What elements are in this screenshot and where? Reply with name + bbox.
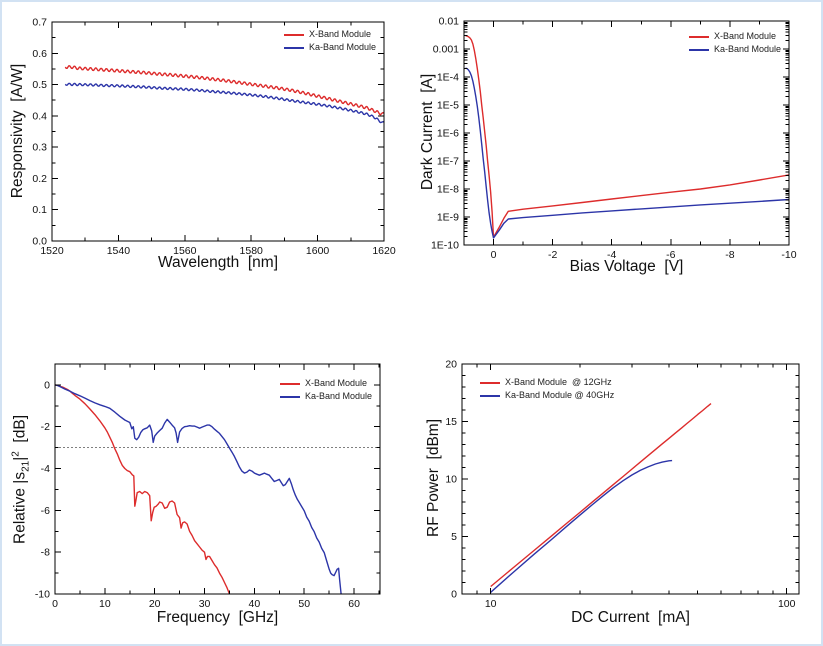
legend-line-swatch bbox=[279, 382, 300, 385]
responsivity-plot: 1520 1540 1560 1580 1600 1620 0.0 0.1 0.2 0.3 0.4 0… bbox=[32, 17, 396, 258]
svg-text:-8: -8 bbox=[41, 547, 50, 559]
svg-text:-10: -10 bbox=[781, 249, 796, 261]
svg-text:10: 10 bbox=[485, 598, 497, 610]
svg-text:1E-10: 1E-10 bbox=[431, 240, 459, 252]
legend-line-swatch bbox=[480, 381, 500, 384]
svg-text:20: 20 bbox=[149, 598, 161, 610]
panel-s21-response: Frequency [GHz] Relative |s21|2 [dB] 0 10… bbox=[2, 325, 413, 644]
legend-entry: Ka-Band Module bbox=[688, 44, 781, 55]
legend-label: X-Band Module bbox=[308, 29, 371, 39]
svg-text:0.6: 0.6 bbox=[32, 48, 47, 60]
svg-text:0.0: 0.0 bbox=[32, 236, 47, 248]
dark-current-x-axis-label: Bias Voltage [V] bbox=[569, 258, 684, 275]
svg-text:0.1: 0.1 bbox=[32, 204, 47, 216]
svg-text:0.01: 0.01 bbox=[439, 16, 460, 28]
svg-text:1580: 1580 bbox=[240, 245, 264, 257]
svg-text:-2: -2 bbox=[548, 249, 557, 261]
svg-text:1620: 1620 bbox=[372, 245, 396, 257]
legend-line-swatch bbox=[480, 394, 500, 397]
legend-entry: Ka-Band Module @ 40GHz bbox=[480, 390, 614, 401]
svg-text:-4: -4 bbox=[607, 249, 616, 261]
svg-text:0.3: 0.3 bbox=[32, 142, 47, 154]
svg-text:-6: -6 bbox=[666, 249, 675, 261]
svg-text:0.2: 0.2 bbox=[32, 173, 47, 185]
dark-current-plot: 0 -2 -4 -6 -8 -10 0.01 0.001 1E-4 1E-5 1E-6 1E-7 1E-… bbox=[431, 16, 797, 262]
svg-text:-6: -6 bbox=[41, 505, 50, 517]
legend-line-swatch bbox=[283, 33, 304, 36]
s21-x-axis-label: Frequency [GHz] bbox=[156, 609, 279, 626]
svg-text:0.7: 0.7 bbox=[32, 17, 47, 29]
svg-text:1E-4: 1E-4 bbox=[437, 72, 459, 84]
legend-entry: X-Band Module @ 12GHz bbox=[480, 377, 614, 388]
svg-text:1540: 1540 bbox=[107, 245, 131, 257]
svg-text:0: 0 bbox=[44, 379, 50, 391]
legend-entry: X-Band Module bbox=[688, 31, 781, 42]
svg-text:0.5: 0.5 bbox=[32, 79, 47, 91]
legend-line-swatch bbox=[688, 35, 709, 38]
svg-text:-8: -8 bbox=[725, 249, 734, 261]
svg-text:1520: 1520 bbox=[40, 245, 64, 257]
legend-entry: Ka-Band Module bbox=[283, 42, 376, 53]
svg-text:15: 15 bbox=[445, 416, 457, 428]
svg-text:0.001: 0.001 bbox=[433, 44, 459, 56]
legend-line-swatch bbox=[283, 46, 304, 49]
panel-dark-current: Bias Voltage [V] Dark Current [A] 0 -2 -4-… bbox=[414, 2, 821, 325]
legend-label: X-Band Module @ 12GHz bbox=[505, 377, 612, 387]
rf-power-plot: 10 100 0 5 10 15 20 bbox=[445, 359, 800, 610]
svg-text:60: 60 bbox=[348, 598, 360, 610]
s21-response-plot: 0 10 20 30 40 50 60 0 -2 -4 -6 -8 -10 bbox=[35, 363, 381, 610]
svg-text:1600: 1600 bbox=[306, 245, 330, 257]
legend-label: Ka-Band Module bbox=[308, 42, 376, 52]
svg-text:30: 30 bbox=[199, 598, 211, 610]
svg-text:10: 10 bbox=[445, 474, 457, 486]
rf-power-legend: X-Band Module @ 12GHz Ka-Band Module @ 40… bbox=[480, 377, 614, 401]
svg-text:1560: 1560 bbox=[173, 245, 197, 257]
legend-label: X-Band Module bbox=[304, 378, 367, 388]
dark-current-legend: X-Band Module Ka-Band Module bbox=[688, 31, 781, 55]
svg-text:40: 40 bbox=[249, 598, 261, 610]
svg-text:0: 0 bbox=[52, 598, 58, 610]
legend-entry: X-Band Module bbox=[283, 29, 376, 40]
svg-text:0: 0 bbox=[491, 249, 497, 261]
svg-text:10: 10 bbox=[99, 598, 111, 610]
legend-label: X-Band Module bbox=[713, 31, 776, 41]
svg-text:-10: -10 bbox=[35, 589, 50, 601]
legend-entry: Ka-Band Module bbox=[279, 391, 372, 402]
svg-text:0: 0 bbox=[451, 589, 457, 601]
svg-text:1E-8: 1E-8 bbox=[437, 184, 459, 196]
responsivity-x-axis-label: Wavelength [nm] bbox=[157, 254, 279, 271]
svg-text:0.4: 0.4 bbox=[32, 110, 47, 122]
legend-label: Ka-Band Module bbox=[713, 44, 781, 54]
svg-text:5: 5 bbox=[451, 531, 457, 543]
svg-text:1E-7: 1E-7 bbox=[437, 156, 459, 168]
svg-text:100: 100 bbox=[778, 598, 796, 610]
s21-response-legend: X-Band Module Ka-Band Module bbox=[279, 378, 372, 402]
rf-power-x-axis-label: DC Current [mA] bbox=[571, 609, 690, 626]
svg-text:1E-6: 1E-6 bbox=[437, 128, 459, 140]
legend-label: Ka-Band Module bbox=[304, 391, 372, 401]
responsivity-legend: X-Band Module Ka-Band Module bbox=[283, 29, 376, 53]
legend-label: Ka-Band Module @ 40GHz bbox=[505, 390, 615, 400]
svg-text:-2: -2 bbox=[41, 421, 50, 433]
legend-entry: X-Band Module bbox=[279, 378, 372, 389]
panel-rf-power: DC Current [mA] RF Power [dBm] 10 100 0 5 10… bbox=[414, 325, 821, 644]
svg-text:1E-5: 1E-5 bbox=[437, 100, 459, 112]
panel-responsivity: Wavelength [nm] Responsivity [A/W] 1520 1… bbox=[2, 2, 413, 325]
legend-line-swatch bbox=[279, 395, 300, 398]
svg-text:50: 50 bbox=[298, 598, 310, 610]
svg-text:-4: -4 bbox=[41, 463, 50, 475]
svg-text:20: 20 bbox=[445, 359, 457, 371]
legend-line-swatch bbox=[688, 48, 709, 51]
svg-text:1E-9: 1E-9 bbox=[437, 212, 459, 224]
